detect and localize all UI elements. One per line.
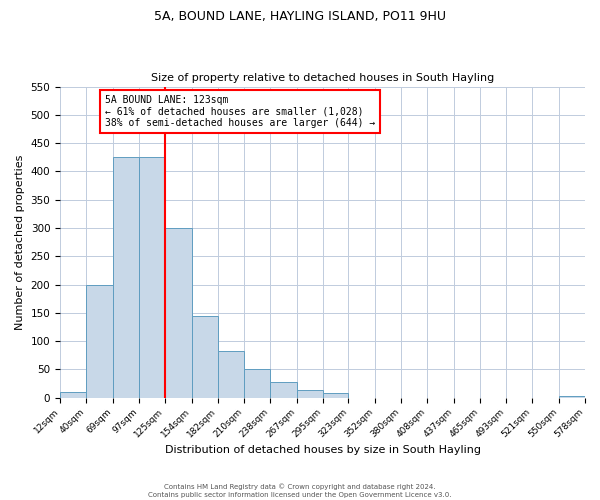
Text: Contains HM Land Registry data © Crown copyright and database right 2024.
Contai: Contains HM Land Registry data © Crown c… [148,484,452,498]
Title: Size of property relative to detached houses in South Hayling: Size of property relative to detached ho… [151,73,494,83]
Bar [296,390,323,398]
Bar [113,158,139,398]
Bar [86,284,113,398]
Bar [60,392,86,398]
Bar [139,158,165,398]
Bar [165,228,192,398]
Text: 5A, BOUND LANE, HAYLING ISLAND, PO11 9HU: 5A, BOUND LANE, HAYLING ISLAND, PO11 9HU [154,10,446,23]
Bar [244,370,269,398]
Bar [323,392,349,398]
Bar [559,396,585,398]
Bar [269,382,296,398]
Bar [218,352,244,398]
Y-axis label: Number of detached properties: Number of detached properties [15,154,25,330]
Text: 5A BOUND LANE: 123sqm
← 61% of detached houses are smaller (1,028)
38% of semi-d: 5A BOUND LANE: 123sqm ← 61% of detached … [104,95,375,128]
Bar [192,316,218,398]
X-axis label: Distribution of detached houses by size in South Hayling: Distribution of detached houses by size … [164,445,481,455]
